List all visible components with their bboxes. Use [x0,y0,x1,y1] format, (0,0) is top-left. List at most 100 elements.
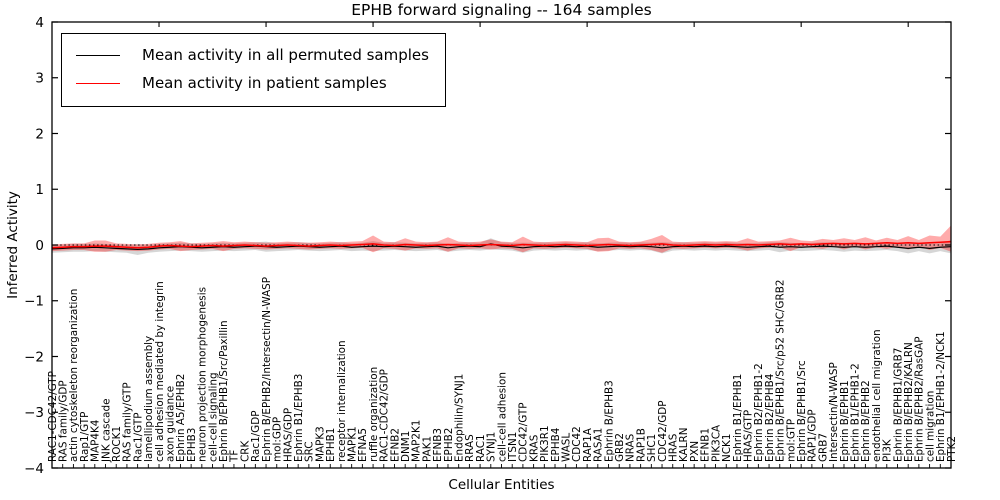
x-tick-label: Ephrin B/EPHB2/Intersectin/N-WASP [261,277,273,462]
x-tick-label: cell-cell adhesion [496,372,508,462]
x-tick-label: Ephrin B1/EPHB1 [732,374,744,462]
x-tick-label: Ephrin B/EPHB2/RasGAP [914,336,926,462]
x-tick-label: EPHB2 [443,428,455,462]
legend-entry-patient: Mean activity in patient samples [76,69,429,97]
x-tick-label: HRAS/GDP [282,408,294,462]
x-tick-label: PTK2 [946,436,958,462]
x-tick-label: lamellipodium assembly [143,336,155,462]
x-tick-label: KRAS [528,434,540,462]
x-tick-label: PIK3CA [710,424,722,462]
x-tick-label: Ephrin B/EPHB1/Src/p52 SHC/GRB2 [775,280,787,462]
x-tick-label: Ephrin B1/EPHB1-2/NCK1 [935,331,947,462]
x-tick-label: SHC1 [646,434,658,462]
x-tick-label: EPHB3 [186,428,198,462]
x-tick-label: Ephrin B/EPHB1/Src [796,360,808,462]
x-tick-label: Rac1/GTP [132,413,144,462]
x-tick-label: DNM1 [400,431,412,462]
x-tick-label: cell-cell signaling [207,372,219,462]
x-axis-label: Cellular Entities [448,477,555,493]
legend-entry-permuted: Mean activity in all permuted samples [76,41,429,69]
x-tick-label: NRAS [625,433,637,462]
x-tick-label: RAP1B [635,428,647,462]
y-tick-label: 1 [35,182,44,198]
x-tick-label: ROCK1 [111,426,123,462]
x-tick-label: axon guidance [165,386,177,462]
x-tick-label: KALRN [678,427,690,462]
x-tick-label: Intersectin/N-WASP [828,362,840,462]
x-tick-label: RAP1/GDP [807,409,819,462]
y-tick-label: 2 [35,126,44,142]
x-tick-label: TF [229,450,241,463]
x-tick-label: EPHB4 [550,427,562,462]
x-tick-label: mol:GTP [785,419,797,462]
x-tick-label: cell adhesion mediated by integrin [154,281,166,462]
x-tick-label: PXN [689,441,701,462]
x-tick-label: RAS family/GTP [122,382,134,462]
x-tick-label: NCK1 [721,434,733,462]
x-tick-label: HRAS/GTP [742,410,754,462]
x-tick-label: endothelial cell migration [871,329,883,462]
x-tick-label: EFNB1 [700,428,712,462]
legend-line-patient-swatch [76,82,120,84]
x-tick-label: GRB7 [817,433,829,462]
y-tick-label: 0 [35,238,44,254]
x-tick-label: MAPK3 [314,426,326,462]
x-tick-label: CDC42/GDP [657,400,669,462]
legend-label-permuted: Mean activity in all permuted samples [142,46,429,64]
x-tick-label: Ephrin B/EPHB3 [603,380,615,462]
x-tick-label: receptor internalization [336,340,348,462]
patient-mean-line [51,240,952,249]
x-tick-label: EFNA5 [357,428,369,462]
x-tick-label: Ephrin B1/EPHB3 [293,374,305,462]
x-tick-label: Ephrin A5/EPHB2 [175,374,187,462]
x-tick-label: RAC1-CDC42/GDP [379,369,391,462]
x-tick-label: Ephrin B2/EPHB1-2 [753,363,765,462]
x-tick-label: Ephrin B/EPHB1/GRB7 [892,348,904,462]
x-tick-label: RAS family/GDP [58,380,70,462]
chart-title: EPHB forward signaling -- 164 samples [351,1,652,19]
x-tick-label: mol:GDP [272,417,284,462]
x-tick-label: Rap1/GTP [79,412,91,462]
x-tick-label: cell migration [924,391,936,462]
y-tick-label: −4 [24,461,44,477]
x-tick-label: CDC42/GTP [518,402,530,462]
legend-label-patient: Mean activity in patient samples [142,74,387,92]
x-tick-label: EPHB1 [325,428,337,462]
y-tick-label: −1 [24,294,44,310]
x-tick-label: EFNB3 [432,428,444,462]
x-tick-label: PI3K [882,438,894,462]
x-tick-label: Ephrin B/EPHB2/KALRN [903,342,915,462]
x-tick-label: RAP1A [582,427,594,462]
permuted-mean-line [51,243,952,251]
y-tick-label: 4 [35,15,44,31]
x-tick-label: Ephrin B/EPHB2 [860,380,872,462]
y-tick-label: −2 [24,349,44,365]
x-tick-label: RRAS [464,434,476,462]
x-tick-label: Ephrin B1/EPHB1-2 [849,363,861,462]
x-ticks [51,22,952,468]
x-tick-label: Ephrin B/EPHB1/Src/Paxillin [218,320,230,462]
x-tick-label: RASA1 [593,428,605,462]
x-tick-label: ruffle organization [368,367,380,462]
x-tick-label: RAC1 [475,434,487,462]
x-tick-label: SRC [304,441,316,462]
x-tick-label: WASL [561,433,573,462]
x-tick-label: CDC42 [571,426,583,462]
x-tick-label: Ephrin B2/EPHB4 [764,373,776,462]
y-tick-label: 3 [35,71,44,87]
x-tick-label: Endophilin/SYNJ1 [453,374,465,462]
x-tick-label: MAP2K1 [411,420,423,462]
x-tick-label: SYNJ1 [486,432,498,462]
y-ticks: 4 3 2 1 0 −1 −2 −3 −4 [24,15,951,477]
x-tick-label: JNK cascade [100,398,112,463]
x-tick-label: Ephrin B/EPHB1 [839,380,851,462]
x-tick-label: PIK3R1 [539,425,551,462]
x-tick-label: neuron projection morphogenesis [197,287,209,462]
x-tick-label: ITSN1 [507,432,519,462]
x-tick-label: MAPK1 [346,426,358,462]
x-tick-label: EFNB2 [389,428,401,462]
y-tick-label: −3 [24,405,44,421]
